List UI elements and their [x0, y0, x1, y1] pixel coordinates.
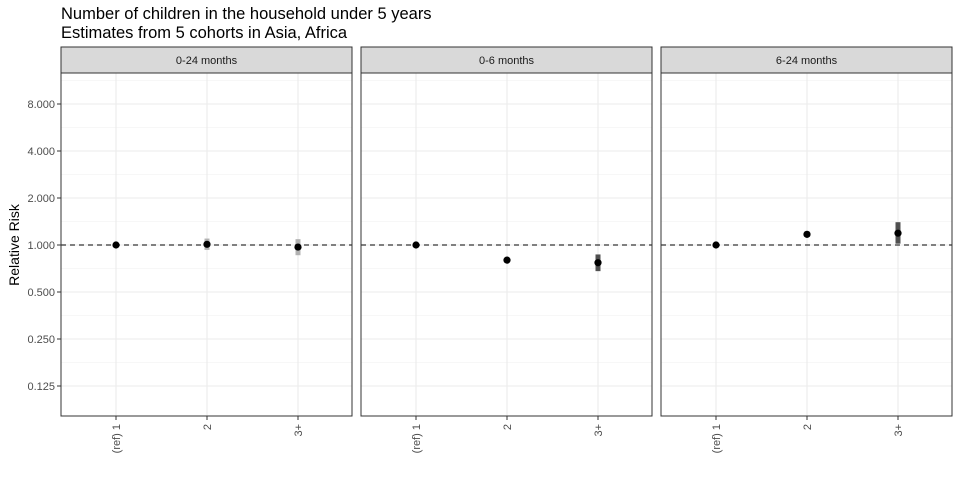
chart-title-block: Number of children in the household unde… — [61, 5, 432, 43]
panel-strip — [60, 46, 353, 74]
x-tick-label: 3+ — [293, 424, 305, 437]
point-marker — [503, 256, 511, 264]
y-tick-label: 0.500 — [27, 287, 55, 299]
x-tick-label: 2 — [502, 424, 514, 430]
point-marker — [412, 241, 420, 249]
x-tick-label: 3+ — [893, 424, 905, 437]
x-tick-label: 2 — [802, 424, 814, 430]
y-tick-label: 0.250 — [27, 334, 55, 346]
panel-strip-label: 0-6 months — [479, 55, 535, 67]
chart-title: Number of children in the household unde… — [61, 5, 432, 23]
point-marker — [894, 229, 902, 237]
point-marker — [203, 240, 211, 248]
x-tick-label: 2 — [202, 424, 214, 430]
panel-0-24 months: 0-24 months (ref) 1 2 3+ — [60, 46, 353, 453]
chart-subtitle: Estimates from 5 cohorts in Asia, Africa — [61, 24, 348, 42]
y-tick-label: 4.000 — [27, 146, 55, 158]
x-tick-label: (ref) 1 — [411, 424, 423, 453]
panel-strip-label: 6-24 months — [776, 55, 838, 67]
point-marker — [112, 241, 120, 249]
x-tick-label: (ref) 1 — [711, 424, 723, 453]
panel-0-6 months: 0-6 months (ref) 1 2 3+ — [360, 46, 653, 453]
y-tick-label: 0.125 — [27, 381, 55, 393]
panel-6-24 months: 6-24 months (ref) 1 2 3+ — [660, 46, 953, 453]
point-marker — [803, 230, 811, 238]
x-tick-label: (ref) 1 — [111, 424, 123, 453]
y-tick-label: 1.000 — [27, 240, 55, 252]
y-tick-label: 8.000 — [27, 99, 55, 111]
panel-strip-label: 0-24 months — [176, 55, 238, 67]
point-marker — [294, 243, 302, 251]
point-marker — [594, 259, 602, 267]
y-axis-title: Relative Risk — [6, 203, 22, 286]
x-tick-label: 3+ — [593, 424, 605, 437]
y-tick-label: 2.000 — [27, 193, 55, 205]
point-marker — [712, 241, 720, 249]
